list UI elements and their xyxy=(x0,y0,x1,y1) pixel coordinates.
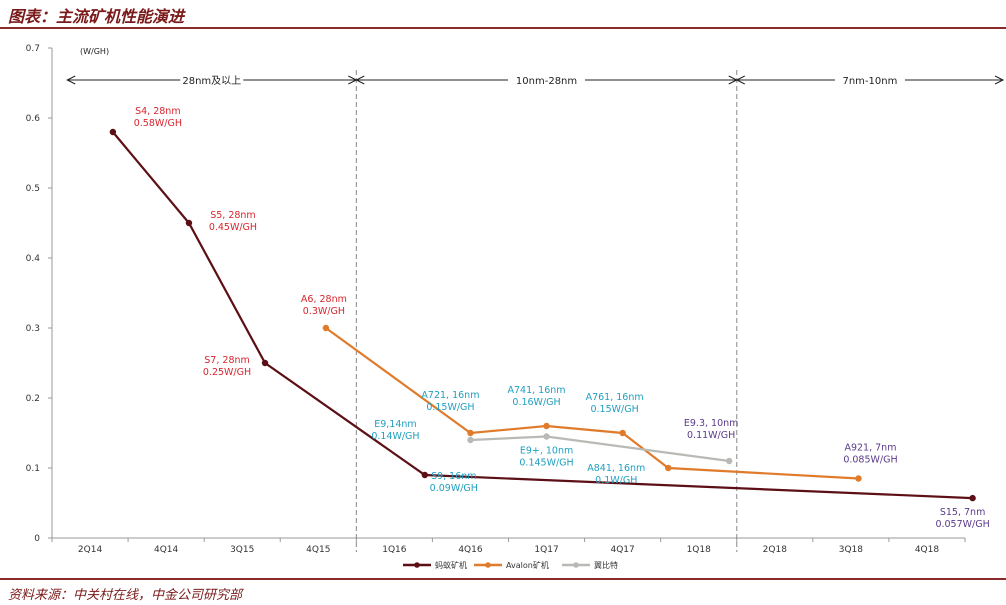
y-tick-label: 0.3 xyxy=(26,324,40,334)
y-tick-label: 0.7 xyxy=(26,44,40,54)
title-rule xyxy=(0,27,1006,29)
y-tick-label: 0.6 xyxy=(26,114,41,124)
x-tick-label: 4Q16 xyxy=(458,545,483,555)
y-tick-label: 0 xyxy=(34,534,40,544)
data-label: A841, 16nm 0.1W/GH xyxy=(587,463,645,486)
era-label-bg xyxy=(508,72,586,86)
data-point xyxy=(467,429,474,437)
x-tick-label: 4Q18 xyxy=(915,545,940,555)
era-arrowhead-left xyxy=(355,75,365,85)
data-label: S7, 28nm 0.25W/GH xyxy=(203,355,251,378)
legend-marker xyxy=(573,562,579,568)
legend-label: 蚂蚁矿机 xyxy=(435,560,467,570)
x-tick-label: 3Q18 xyxy=(839,545,864,555)
era-arrowhead-left xyxy=(66,75,76,85)
data-point xyxy=(543,422,550,430)
data-label: A741, 16nm 0.16W/GH xyxy=(508,385,566,408)
legend-label: Avalon矿机 xyxy=(506,560,549,570)
data-point xyxy=(969,494,976,502)
data-point xyxy=(665,464,672,472)
era-label: 28nm及以上 xyxy=(182,75,241,87)
data-point xyxy=(725,457,733,465)
data-label: A761, 16nm 0.15W/GH xyxy=(586,392,644,415)
source-rule xyxy=(0,578,1006,580)
x-tick-label: 3Q15 xyxy=(230,545,254,555)
x-tick-label: 1Q18 xyxy=(687,545,712,555)
data-point xyxy=(619,429,626,437)
data-point xyxy=(421,471,429,479)
y-tick-label: 0.2 xyxy=(26,394,40,404)
era-arrowhead-right xyxy=(994,75,1005,85)
era-label: 7nm-10nm xyxy=(842,76,897,87)
data-label: A6, 28nm 0.3W/GH xyxy=(301,294,347,317)
data-label: A921, 7nm 0.085W/GH xyxy=(843,443,897,466)
era-label-bg xyxy=(834,72,905,86)
x-tick-label: 1Q16 xyxy=(382,545,407,555)
chart-title: 图表：主流矿机性能演进 xyxy=(8,7,185,26)
x-tick-label: 2Q18 xyxy=(763,545,788,555)
era-label-bg xyxy=(180,72,244,86)
legend-marker xyxy=(485,562,491,568)
y-tick-label: 0.4 xyxy=(26,254,41,264)
data-point xyxy=(322,324,330,332)
series-line xyxy=(325,327,859,480)
data-point xyxy=(855,475,862,482)
data-label: E9,14nm 0.14W/GH xyxy=(371,419,419,442)
y-tick-label: 0.1 xyxy=(26,464,40,474)
legend-label: 翼比特 xyxy=(594,560,618,570)
x-tick-label: 4Q17 xyxy=(610,545,634,555)
data-label: A721, 16nm 0.15W/GH xyxy=(421,390,479,413)
legend-marker xyxy=(414,562,420,568)
data-point xyxy=(467,436,474,444)
source-note: 资料来源：中关村在线，中金公司研究部 xyxy=(8,588,243,603)
era-label: 10nm-28nm xyxy=(516,76,577,87)
x-tick-label: 4Q14 xyxy=(154,545,179,555)
x-tick-label: 4Q15 xyxy=(306,545,330,555)
data-point xyxy=(109,128,117,136)
data-point xyxy=(543,433,550,440)
y-tick-label: 0.5 xyxy=(26,184,40,194)
data-label: S15, 7nm 0.057W/GH xyxy=(935,507,989,530)
data-label: S4, 28nm 0.58W/GH xyxy=(134,106,182,129)
x-tick-label: 2Q14 xyxy=(78,545,103,555)
data-point xyxy=(185,219,193,227)
era-arrowhead-left xyxy=(735,75,745,85)
data-label: S5, 28nm 0.45W/GH xyxy=(209,210,257,233)
data-point xyxy=(261,359,269,367)
data-label: E9+, 10nm 0.145W/GH xyxy=(519,446,573,469)
x-tick-label: 1Q17 xyxy=(534,545,558,555)
data-label: S9, 16nm 0.09W/GH xyxy=(430,471,478,494)
performance-line-chart: 0 0.1 0.2 0.3 0.4 0.5 0.6 0.7 (W/GH) 2Q14 4Q14 3Q15… xyxy=(26,44,1005,570)
data-label: E9.3, 10nm 0.11W/GH xyxy=(684,418,739,441)
y-axis-label: (W/GH) xyxy=(80,47,109,56)
